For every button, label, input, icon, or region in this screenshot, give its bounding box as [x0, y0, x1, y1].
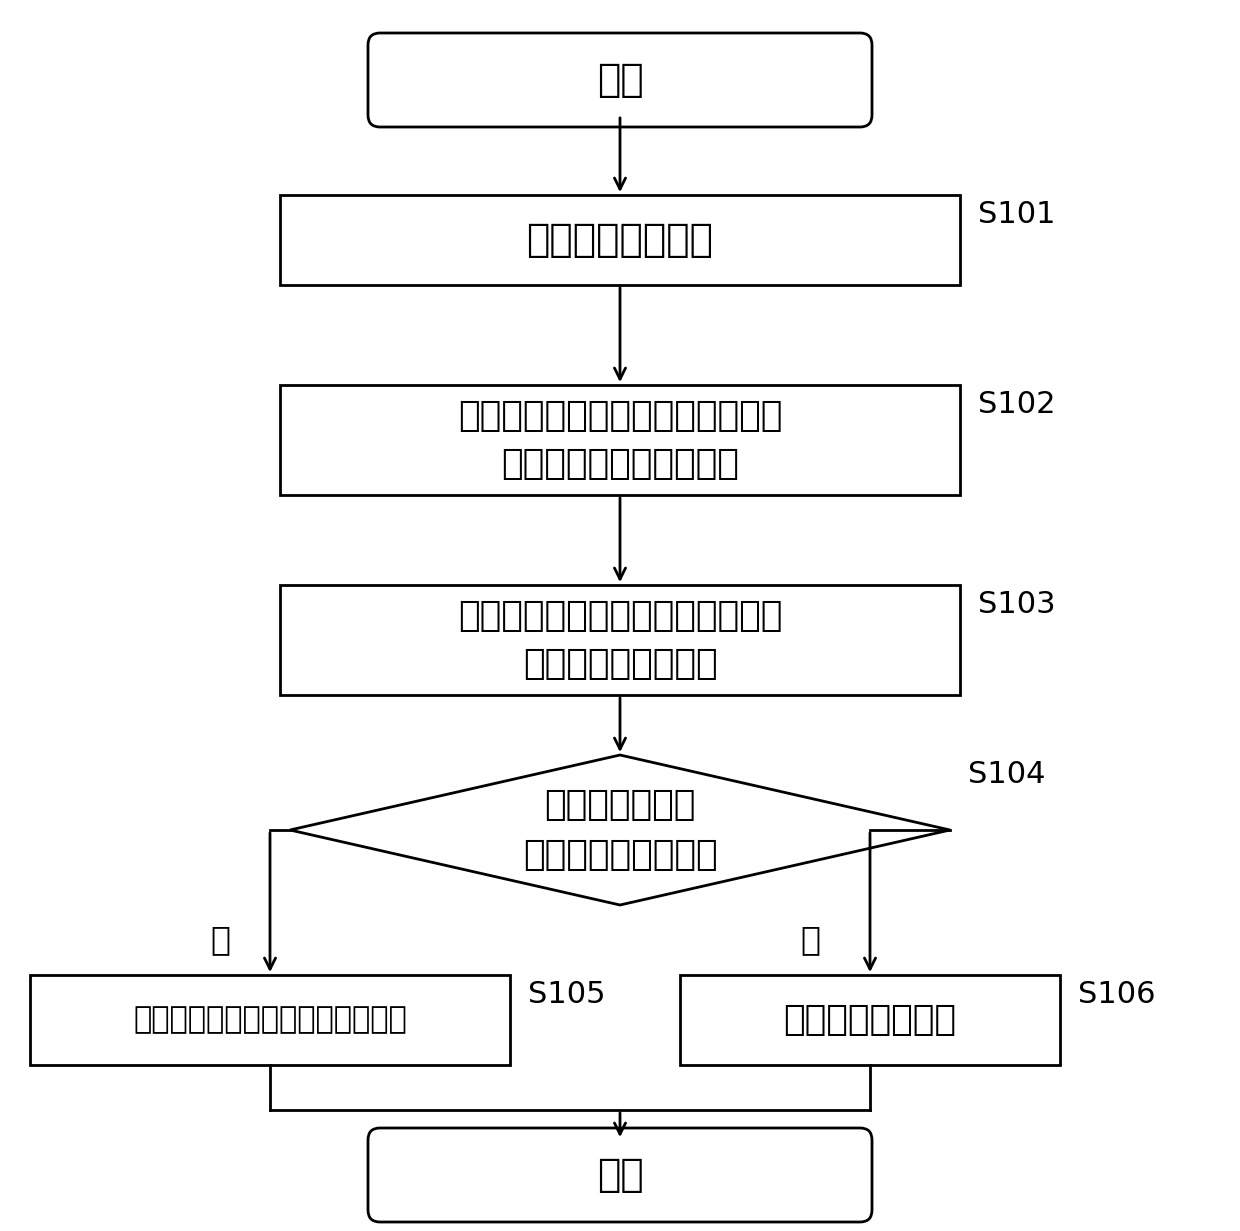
Text: S101: S101	[978, 199, 1055, 229]
Text: 将差分信号线作为串扰差分信号线: 将差分信号线作为串扰差分信号线	[133, 1006, 407, 1034]
Bar	[280, 385, 960, 495]
Text: 根据待检查信号线的叠层结构中的
介质厚度计算出检查距离: 根据待检查信号线的叠层结构中的 介质厚度计算出检查距离	[458, 399, 782, 481]
FancyBboxPatch shape	[368, 33, 872, 127]
Bar	[280, 585, 960, 696]
Text: 开始: 开始	[596, 62, 644, 98]
Text: S105: S105	[528, 980, 605, 1009]
FancyBboxPatch shape	[368, 1128, 872, 1222]
Text: S106: S106	[1078, 980, 1156, 1009]
Bar	[680, 975, 1060, 1065]
Bar	[280, 194, 960, 286]
Bar	[30, 975, 510, 1065]
Text: S103: S103	[978, 590, 1055, 619]
Text: S104: S104	[968, 760, 1045, 789]
Polygon shape	[290, 755, 950, 905]
Text: S102: S102	[978, 390, 1055, 419]
Text: 生成检查通过消息: 生成检查通过消息	[784, 1003, 956, 1037]
Text: 判断检查区域内
是否存在差分信号线: 判断检查区域内 是否存在差分信号线	[523, 788, 717, 872]
Text: 是: 是	[210, 923, 229, 956]
Text: 根据检查距离以待检查信号线为中
心线构建出检查区域: 根据检查距离以待检查信号线为中 心线构建出检查区域	[458, 599, 782, 681]
Text: 获取待检查信号线: 获取待检查信号线	[527, 222, 713, 259]
Text: 结束: 结束	[596, 1156, 644, 1194]
Text: 否: 否	[800, 923, 820, 956]
